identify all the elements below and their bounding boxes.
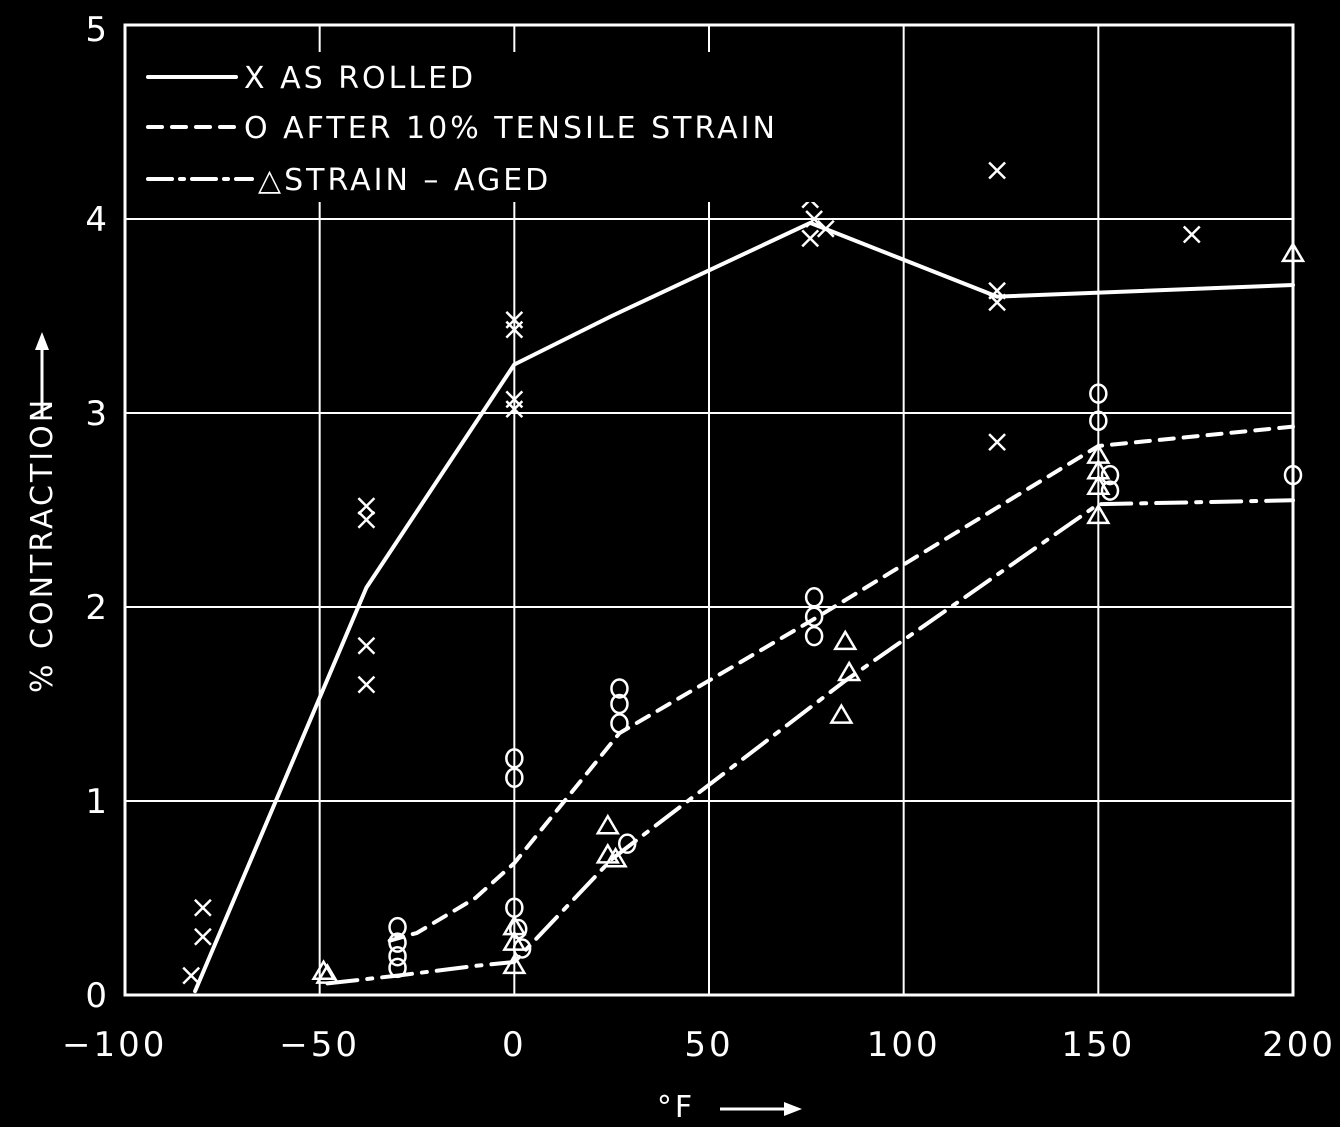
data-point-after-strain: [505, 767, 524, 788]
data-point-strain-aged: [502, 953, 527, 975]
data-point-after-strain: [804, 587, 824, 608]
data-point-strain-aged: [502, 930, 527, 951]
data-point-as-rolled: [816, 219, 835, 238]
y-axis-arrowhead: [35, 332, 49, 350]
data-point-after-strain: [610, 678, 629, 699]
x-tick-label: 200: [1262, 1025, 1336, 1065]
legend-background: [138, 52, 878, 202]
data-point-strain-aged: [836, 660, 862, 682]
data-point-after-strain: [804, 606, 824, 627]
x-tick-label: −50: [279, 1025, 360, 1065]
data-point-as-rolled: [357, 497, 376, 516]
data-point-after-strain: [505, 748, 524, 769]
series-curve-0: [193, 220, 1295, 994]
data-point-as-rolled: [988, 433, 1006, 451]
data-point-after-strain: [1100, 464, 1120, 486]
y-tick-label: 3: [85, 394, 110, 434]
data-point-as-rolled: [805, 210, 824, 228]
data-point-strain-aged: [311, 959, 336, 980]
data-point-as-rolled: [1182, 225, 1201, 244]
data-point-after-strain: [1089, 410, 1108, 432]
data-point-as-rolled: [357, 510, 376, 529]
data-point-after-strain: [1283, 464, 1303, 486]
data-point-as-rolled: [988, 293, 1006, 312]
series-curve-1: [387, 424, 1295, 943]
data-point-as-rolled: [505, 320, 524, 339]
x-tick-label: 100: [867, 1025, 941, 1065]
x-axis-label: °F: [657, 1090, 695, 1125]
data-point-strain-aged: [315, 963, 340, 984]
data-point-after-strain: [617, 833, 637, 854]
data-point-strain-aged: [1086, 503, 1111, 525]
data-point-after-strain: [610, 713, 629, 734]
data-point-as-rolled: [357, 675, 376, 694]
x-tick-label: 0: [502, 1025, 527, 1065]
y-tick-label: 5: [85, 10, 110, 50]
legend: X AS ROLLED O AFTER 10% TENSILE STRAIN △…: [138, 52, 878, 202]
legend-label-after-strain: O AFTER 10% TENSILE STRAIN: [244, 111, 778, 146]
data-point-strain-aged: [829, 703, 854, 724]
x-axis-ticks: −100 −50 0 50 100 150 200: [62, 1025, 1336, 1065]
data-point-after-strain: [610, 693, 629, 715]
data-point-as-rolled: [193, 927, 212, 946]
data-point-as-rolled: [505, 400, 524, 419]
series-curve-2: [325, 498, 1295, 986]
y-tick-label: 0: [85, 976, 110, 1016]
legend-label-as-rolled: X AS ROLLED: [244, 61, 476, 96]
y-axis-label: % CONTRACTION: [25, 397, 60, 693]
data-point-strain-aged: [1280, 241, 1306, 263]
data-point-after-strain: [388, 916, 407, 938]
data-point-strain-aged: [603, 846, 628, 868]
y-tick-label: 2: [85, 588, 110, 628]
data-point-after-strain: [388, 945, 407, 967]
x-tick-label: 50: [684, 1025, 733, 1065]
y-axis-ticks: 0 1 2 3 4 5: [85, 10, 110, 1016]
data-point-strain-aged: [833, 629, 858, 651]
data-point-as-rolled: [182, 966, 201, 985]
y-tick-label: 1: [85, 782, 110, 822]
data-point-after-strain: [388, 932, 407, 953]
data-point-after-strain: [388, 957, 407, 979]
data-point-as-rolled: [988, 161, 1006, 180]
series-markers: [182, 161, 1306, 985]
data-point-strain-aged: [595, 813, 620, 835]
y-tick-label: 4: [85, 200, 110, 240]
data-point-strain-aged: [1086, 474, 1111, 495]
data-point-after-strain: [1100, 480, 1120, 501]
data-point-as-rolled: [357, 636, 376, 655]
data-point-after-strain: [804, 625, 824, 647]
x-tick-label: 150: [1061, 1025, 1135, 1065]
data-point-after-strain: [1089, 383, 1108, 404]
plot-frame: [123, 23, 1295, 997]
x-axis-arrowhead: [784, 1102, 802, 1116]
series-curves: [193, 220, 1295, 994]
data-point-as-rolled: [801, 229, 820, 248]
legend-label-strain-aged: △STRAIN – AGED: [258, 163, 551, 198]
data-point-as-rolled: [193, 898, 212, 917]
x-tick-label: −100: [62, 1025, 167, 1065]
